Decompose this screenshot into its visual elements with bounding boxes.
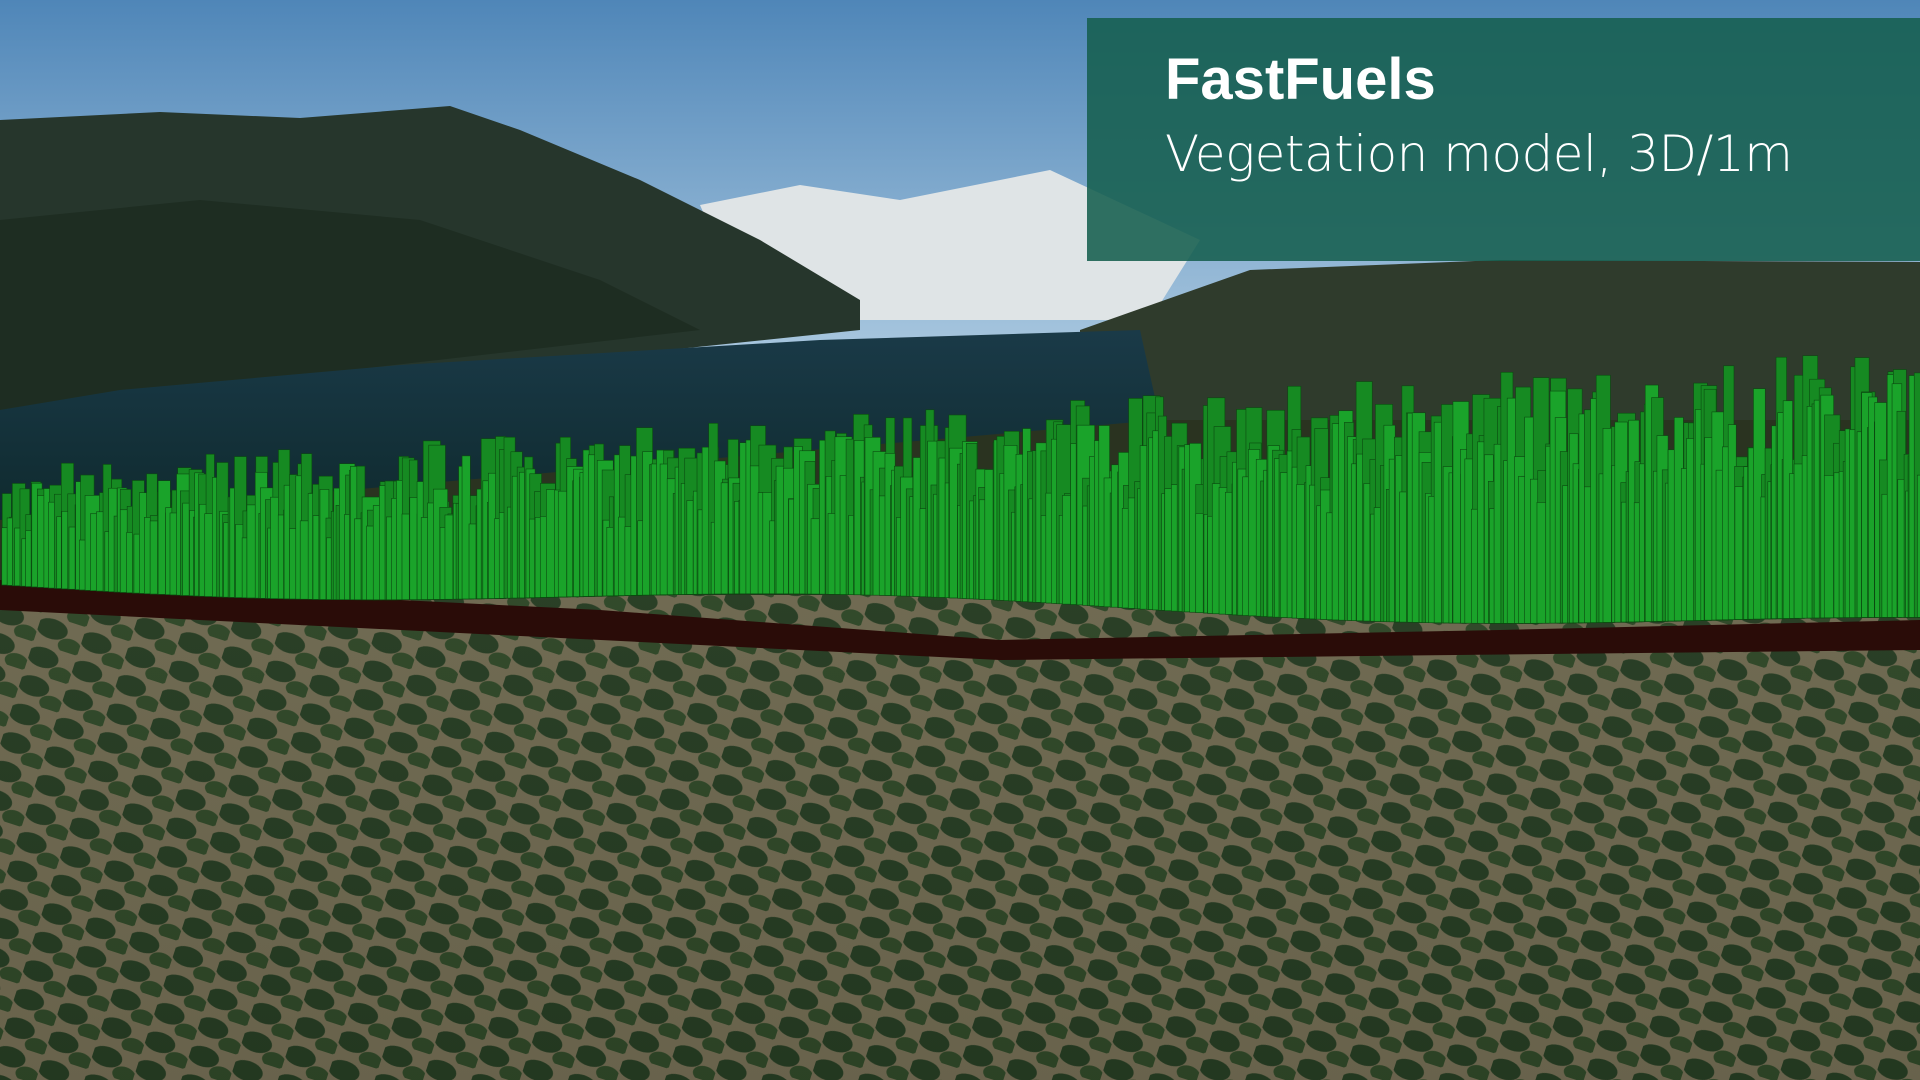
right-hill bbox=[1080, 260, 1920, 420]
voxel-base bbox=[0, 580, 1920, 660]
left-slope bbox=[0, 200, 700, 410]
title-box: FastFuels Vegetation model, 3D/1m bbox=[1087, 18, 1920, 261]
ground-shade bbox=[0, 595, 1920, 1080]
title: FastFuels bbox=[1165, 47, 1436, 112]
subtitle: Vegetation model, 3D/1m bbox=[1165, 125, 1793, 183]
voxel-column bbox=[1916, 474, 1920, 618]
voxel-forest bbox=[1, 355, 1920, 624]
voxel-column bbox=[557, 490, 568, 598]
